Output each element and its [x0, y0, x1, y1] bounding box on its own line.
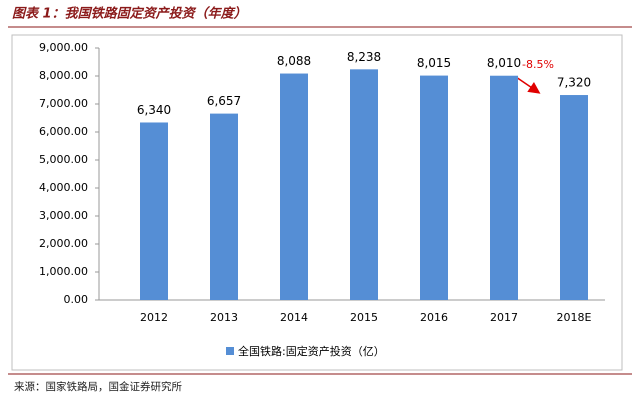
- legend-label: 全国铁路:固定资产投资（亿）: [238, 344, 385, 358]
- value-label: 6,340: [137, 103, 171, 117]
- bar: [560, 95, 588, 300]
- y-tick-label: 0.00: [64, 293, 89, 306]
- x-tick-label: 2018E: [557, 311, 592, 324]
- bar: [140, 122, 168, 300]
- annotation-arrow: [515, 76, 541, 94]
- value-label: 8,238: [347, 50, 381, 64]
- bar: [490, 75, 518, 300]
- x-tick-label: 2017: [490, 311, 518, 324]
- x-tick-label: 2016: [420, 311, 448, 324]
- y-tick-label: 2,000.00: [39, 237, 88, 250]
- y-tick-label: 1,000.00: [39, 265, 88, 278]
- bar: [350, 69, 378, 300]
- annotation: -8.5%: [522, 58, 554, 71]
- value-label: 7,320: [557, 76, 591, 90]
- bar: [280, 73, 308, 300]
- y-tick-label: 5,000.00: [39, 153, 88, 166]
- value-label: 6,657: [207, 94, 241, 108]
- x-tick-label: 2013: [210, 311, 238, 324]
- bar: [420, 75, 448, 300]
- chart-title: 图表 1：我国铁路固定资产投资（年度）: [12, 6, 247, 22]
- y-tick-label: 8,000.00: [39, 69, 88, 82]
- value-label: 8,015: [417, 56, 451, 70]
- x-tick-label: 2012: [140, 311, 168, 324]
- y-tick-label: 9,000.00: [39, 41, 88, 54]
- source: 来源：国家铁路局，国金证券研究所: [14, 380, 182, 393]
- y-tick-label: 4,000.00: [39, 181, 88, 194]
- bar: [210, 113, 238, 300]
- y-tick-label: 6,000.00: [39, 125, 88, 138]
- y-tick-label: 3,000.00: [39, 209, 88, 222]
- chart-frame: [11, 34, 623, 371]
- value-label: 8,010: [487, 56, 521, 70]
- value-label: 8,088: [277, 54, 311, 68]
- legend-swatch: [226, 347, 234, 355]
- x-tick-label: 2014: [280, 311, 308, 324]
- x-tick-label: 2015: [350, 311, 378, 324]
- y-tick-label: 7,000.00: [39, 97, 88, 110]
